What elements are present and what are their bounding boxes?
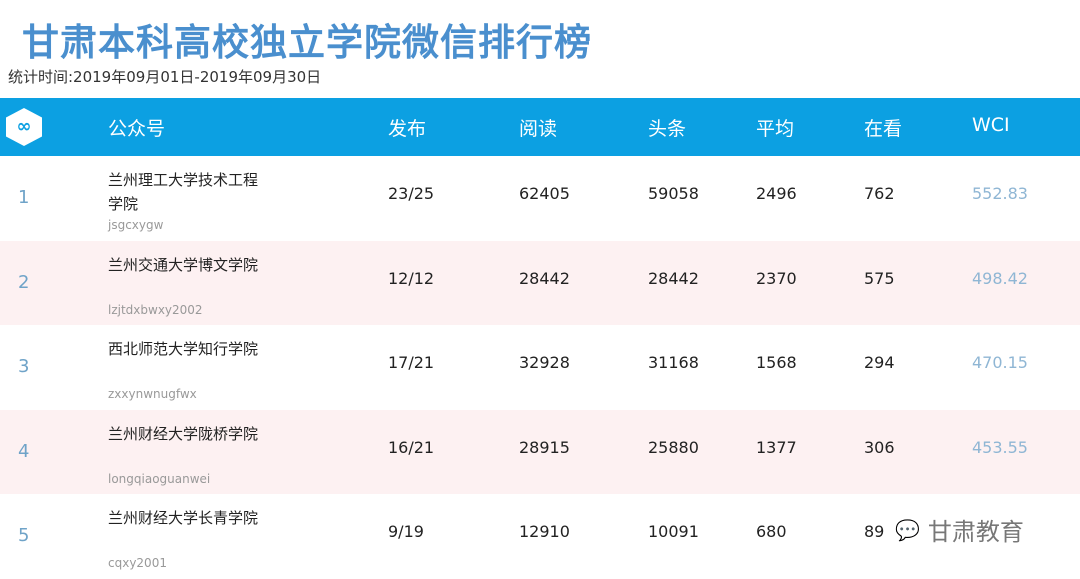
col-account: 公众号 — [108, 118, 166, 140]
wci-score: 470.15 — [972, 353, 1028, 373]
avg-count: 1377 — [756, 437, 797, 457]
read-count: 12910 — [519, 522, 570, 542]
table-header: ∞ 公众号 发布 阅读 头条 平均 在看 WCI — [0, 98, 1080, 156]
read-count: 32928 — [519, 353, 570, 373]
page-title: 甘肃本科高校独立学院微信排行榜 — [22, 21, 592, 64]
account-name: 兰州理工大学技术工程学院 — [108, 171, 259, 213]
stat-period: 统计时间:2019年09月01日-2019年09月30日 — [8, 68, 322, 86]
account-name: 兰州财经大学长青学院 — [108, 509, 259, 528]
watching-count: 762 — [864, 184, 895, 203]
col-watching: 在看 — [864, 118, 903, 140]
watching-count: 306 — [864, 437, 895, 457]
wci-score: 498.42 — [972, 268, 1028, 288]
watermark: 💬 甘肃教育 — [895, 512, 1024, 547]
logo-icon: ∞ — [6, 108, 42, 146]
table-row[interactable]: 4 兰州财经大学陇桥学院 longqiaoguanwei 16/21 28915 2588… — [0, 409, 1080, 495]
rank: 1 — [18, 187, 30, 208]
account-name: 兰州财经大学陇桥学院 — [108, 424, 259, 443]
read-count: 28915 — [519, 437, 570, 457]
col-avg: 平均 — [756, 118, 795, 140]
col-publish: 发布 — [388, 118, 427, 140]
watching-count: 89 — [864, 522, 885, 542]
top-count: 31168 — [648, 353, 699, 373]
rank: 2 — [18, 271, 30, 293]
avg-count: 680 — [756, 522, 787, 542]
account-id: longqiaoguanwei — [108, 471, 211, 486]
read-count: 28442 — [519, 268, 570, 288]
watching-count: 294 — [864, 353, 895, 373]
publish-count: 9/19 — [388, 522, 424, 542]
avg-count: 2370 — [756, 268, 797, 288]
watermark-text: 甘肃教育 — [927, 518, 1024, 546]
avg-count: 2496 — [756, 184, 797, 203]
table-row[interactable]: 3 西北师范大学知行学院 zxxynwnugfwx 17/21 32928 31168 15… — [0, 325, 1080, 410]
publish-count: 23/25 — [388, 184, 435, 203]
publish-count: 16/21 — [388, 437, 435, 457]
table-row[interactable]: 5 兰州财经大学长青学院 cqxy2001 9/19 12910 10091 680 89 — [0, 494, 1080, 579]
table-row[interactable]: 1 兰州理工大学技术工程学院 jsgcxygw 23/25 62405 59058 2496… — [0, 156, 1080, 241]
top-count: 10091 — [648, 522, 699, 542]
table-row[interactable]: 2 兰州交通大学博文学院 lzjtdxbwxy2002 12/12 28442 28442… — [0, 240, 1080, 326]
top-count: 28442 — [648, 268, 699, 288]
top-count: 59058 — [648, 184, 699, 203]
account-name: 西北师范大学知行学院 — [108, 340, 259, 359]
wci-score: 453.55 — [972, 437, 1028, 457]
publish-count: 17/21 — [388, 353, 435, 373]
top-count: 25880 — [648, 437, 699, 457]
account-id: lzjtdxbwxy2002 — [108, 302, 203, 317]
read-count: 62405 — [519, 184, 570, 203]
col-read: 阅读 — [519, 118, 558, 140]
wci-score: 552.83 — [972, 184, 1028, 203]
rank: 3 — [18, 356, 30, 378]
account-name: 兰州交通大学博文学院 — [108, 255, 259, 274]
col-top: 头条 — [648, 118, 687, 140]
publish-count: 12/12 — [388, 268, 435, 288]
col-wci: WCI — [972, 114, 1010, 136]
account-id: cqxy2001 — [108, 556, 167, 571]
wechat-icon: 💬 — [895, 517, 920, 542]
account-id: zxxynwnugfwx — [108, 387, 197, 402]
account-id: jsgcxygw — [108, 218, 164, 232]
rank: 5 — [18, 525, 30, 547]
watching-count: 575 — [864, 268, 895, 288]
avg-count: 1568 — [756, 353, 797, 373]
rank: 4 — [18, 440, 30, 462]
